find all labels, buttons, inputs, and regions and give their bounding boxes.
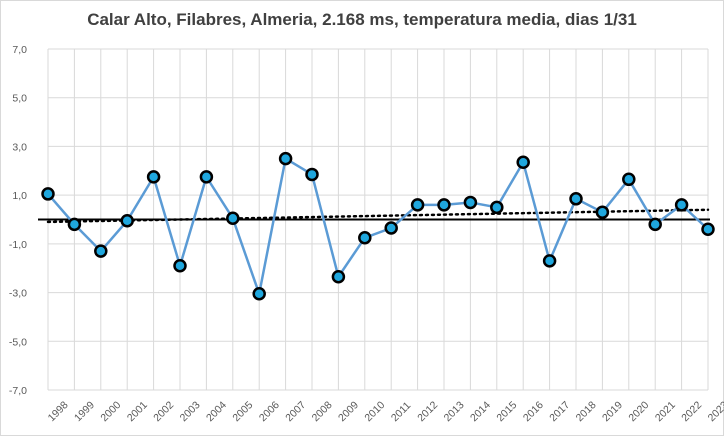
x-tick-label: 2017 [547,399,572,424]
data-point [463,195,478,210]
data-point [358,231,372,245]
x-tick-label: 1998 [46,399,71,424]
data-point [490,200,504,215]
x-tick-label: 2006 [257,399,282,424]
data-point [199,170,214,184]
x-tick-label: 2013 [442,399,467,424]
x-tick-label: 2002 [151,399,176,424]
x-tick-label: 2012 [415,399,440,424]
y-tick-label: -3,0 [9,288,27,300]
x-tick-label: 2020 [626,399,651,424]
y-axis: -7,0 -5,0 -3,0 -1,0 1,0 3,0 5,0 7,0 [9,44,27,397]
x-tick-label: 2018 [574,399,599,424]
data-point [252,287,266,301]
data-point [67,217,82,232]
trendline [46,208,710,224]
data-point [595,205,610,219]
data-point [120,213,134,228]
data-point [542,254,557,268]
x-tick-label: 2015 [494,399,519,424]
x-tick-label: 1999 [72,399,97,424]
x-tick-label: 2014 [468,399,493,424]
y-tick-label: 5,0 [12,93,27,105]
x-tick-label: 2008 [310,399,335,424]
x-tick-label: 2009 [336,399,361,424]
data-point [701,222,715,236]
data-point [173,259,187,273]
series-polyline [47,157,709,296]
series-line [47,157,709,296]
x-tick-label: 2021 [653,399,678,424]
data-point [305,167,319,182]
data-point [226,211,240,226]
x-tick-label: 2016 [521,399,546,424]
x-tick-label: 2011 [389,400,414,425]
data-point [278,151,293,166]
chart-title: Calar Alto, Filabres, Almeria, 2.168 ms,… [87,10,637,29]
y-tick-label: 1,0 [12,190,27,202]
data-point [569,192,583,206]
x-tick-label: 2005 [230,399,255,424]
data-point [622,172,636,187]
data-point [384,221,398,235]
data-point [146,170,161,184]
y-tick-label: -1,0 [9,239,27,251]
data-point [410,198,425,212]
data-point [437,198,451,212]
reference-lines [38,208,710,224]
data-point [516,155,530,170]
x-tick-label: 2010 [362,399,387,424]
data-point [648,217,662,232]
y-tick-label: 3,0 [12,141,27,153]
x-tick-label: 2004 [204,399,229,424]
y-tick-label: -5,0 [9,336,27,348]
data-point [41,187,55,201]
x-tick-label: 2001 [125,399,150,424]
x-tick-label: 2007 [283,399,308,424]
x-tick-label: 2000 [98,399,123,424]
y-tick-label: 7,0 [12,44,27,56]
data-point [674,198,689,212]
data-point [331,269,346,284]
data-point [94,244,108,258]
x-axis: 1998 1999 2000 2001 2002 2003 2004 2005 2006 2007… [46,399,724,424]
x-tick-label: 2003 [178,399,203,424]
y-tick-label: -7,0 [9,385,27,397]
x-tick-label: 2019 [600,399,625,424]
x-tick-label: 2023 [706,399,724,424]
data-markers [41,151,715,301]
x-tick-label: 2022 [679,399,704,424]
